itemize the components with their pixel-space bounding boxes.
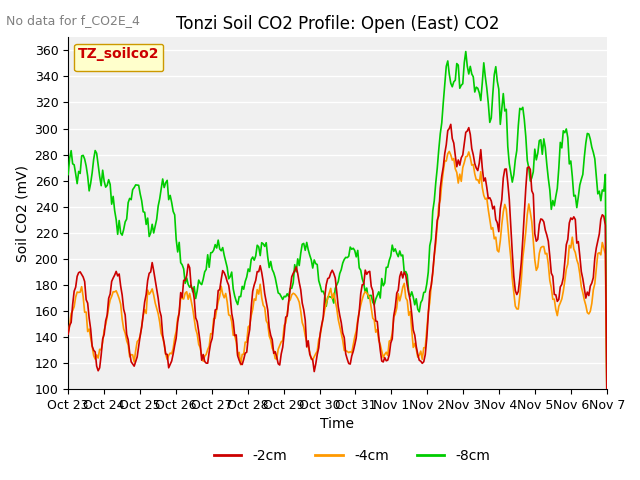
Y-axis label: Soil CO2 (mV): Soil CO2 (mV) [15,165,29,262]
Legend:  [74,44,163,72]
X-axis label: Time: Time [321,418,355,432]
Text: No data for f_CO2E_4: No data for f_CO2E_4 [6,14,140,27]
Title: Tonzi Soil CO2 Profile: Open (East) CO2: Tonzi Soil CO2 Profile: Open (East) CO2 [176,15,499,33]
Legend: -2cm, -4cm, -8cm: -2cm, -4cm, -8cm [208,443,496,468]
